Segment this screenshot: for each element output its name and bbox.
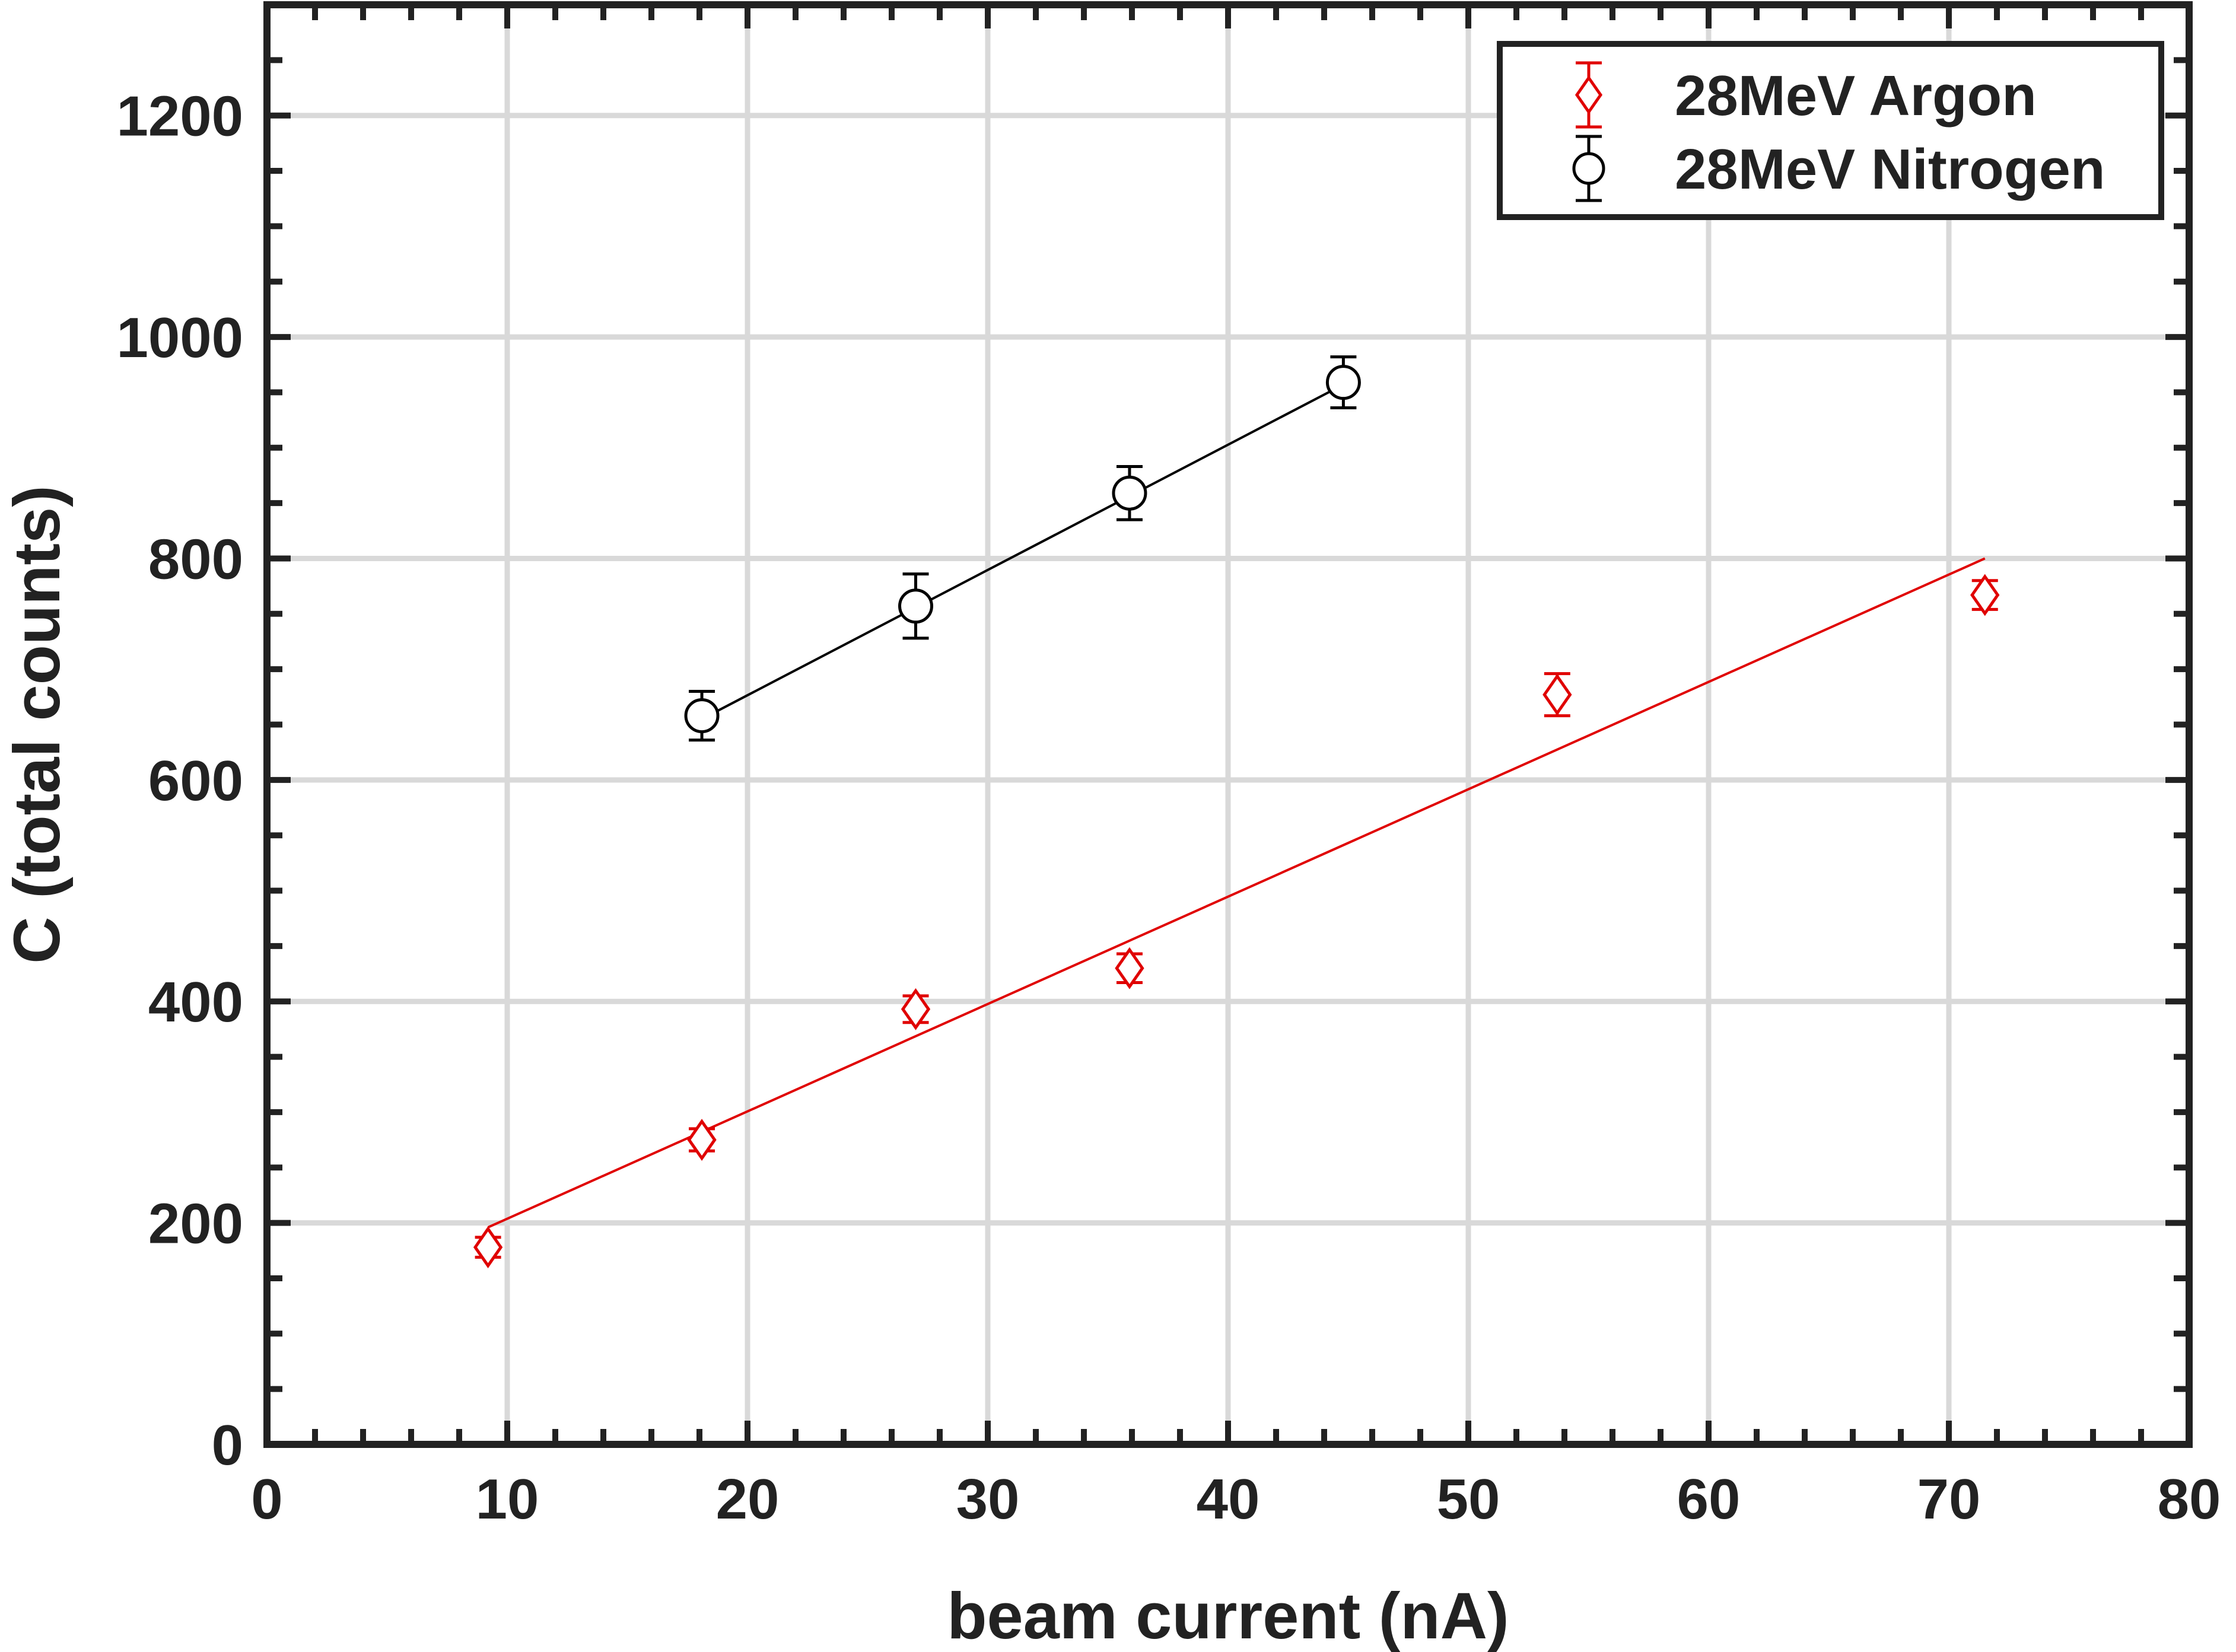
x-tick-label: 60 (1677, 1468, 1741, 1531)
fit-line (701, 383, 1344, 720)
diamond-marker (1575, 75, 1603, 115)
legend-label: 28MeV Nitrogen (1675, 138, 2105, 201)
x-tick-label: 80 (2158, 1468, 2221, 1531)
axis-ticks (264, 2, 2192, 1447)
circle-marker (1325, 365, 1361, 400)
y-tick-label: 0 (212, 1414, 243, 1477)
fit-line (487, 557, 1986, 1228)
diamond-marker (473, 1226, 503, 1269)
circle-marker (1572, 152, 1605, 185)
series-diamond (473, 574, 2000, 1269)
x-tick-label: 70 (1917, 1468, 1981, 1531)
x-tick-label: 50 (1437, 1468, 1500, 1531)
y-tick-label: 1200 (116, 85, 243, 148)
data-point (1970, 574, 2000, 616)
y-tick-label: 1000 (116, 306, 243, 370)
data-point (901, 988, 931, 1030)
data-point (687, 1119, 717, 1161)
legend-box (1497, 41, 2164, 220)
legend: 28MeV Argon 28MeV Nitrogen (1497, 41, 2164, 220)
diamond-marker (1970, 574, 2000, 616)
x-tick-label: 0 (251, 1468, 282, 1531)
data-point (1325, 355, 1361, 410)
series-circle (684, 355, 1361, 742)
y-tick-labels: 0 200 400 600 800 1000 1200 (116, 85, 243, 1477)
diamond-marker (1115, 947, 1144, 989)
x-tick-label: 30 (956, 1468, 1020, 1531)
x-tick-labels: 0 10 20 30 40 50 60 70 80 (251, 1468, 2221, 1531)
grid (267, 5, 2189, 1444)
x-axis-label: beam current (nA) (947, 1580, 1509, 1652)
legend-label: 28MeV Argon (1675, 64, 2037, 128)
data-point (898, 572, 933, 640)
data-point (1112, 465, 1147, 521)
legend-entry: 28MeV Nitrogen (1572, 135, 2105, 202)
fit-lines (487, 383, 1986, 1228)
data-point (684, 689, 720, 742)
diamond-marker (1542, 673, 1572, 716)
y-axis-label: C (total counts) (1, 485, 74, 964)
legend-entry: 28MeV Argon (1575, 61, 2037, 129)
y-tick-label: 600 (148, 749, 243, 813)
x-tick-label: 40 (1197, 1468, 1260, 1531)
y-tick-label: 200 (148, 1192, 243, 1256)
y-tick-label: 400 (148, 970, 243, 1034)
x-tick-label: 20 (716, 1468, 780, 1531)
data-series (473, 355, 2000, 1269)
diamond-marker (687, 1119, 717, 1161)
y-tick-label: 800 (148, 527, 243, 591)
x-tick-label: 10 (476, 1468, 539, 1531)
diamond-marker (901, 988, 931, 1030)
data-point (473, 1226, 503, 1269)
data-point (1115, 947, 1144, 989)
circle-marker (898, 588, 933, 624)
circle-marker (1112, 475, 1147, 511)
circle-marker (684, 698, 720, 734)
data-point (1542, 672, 1572, 718)
